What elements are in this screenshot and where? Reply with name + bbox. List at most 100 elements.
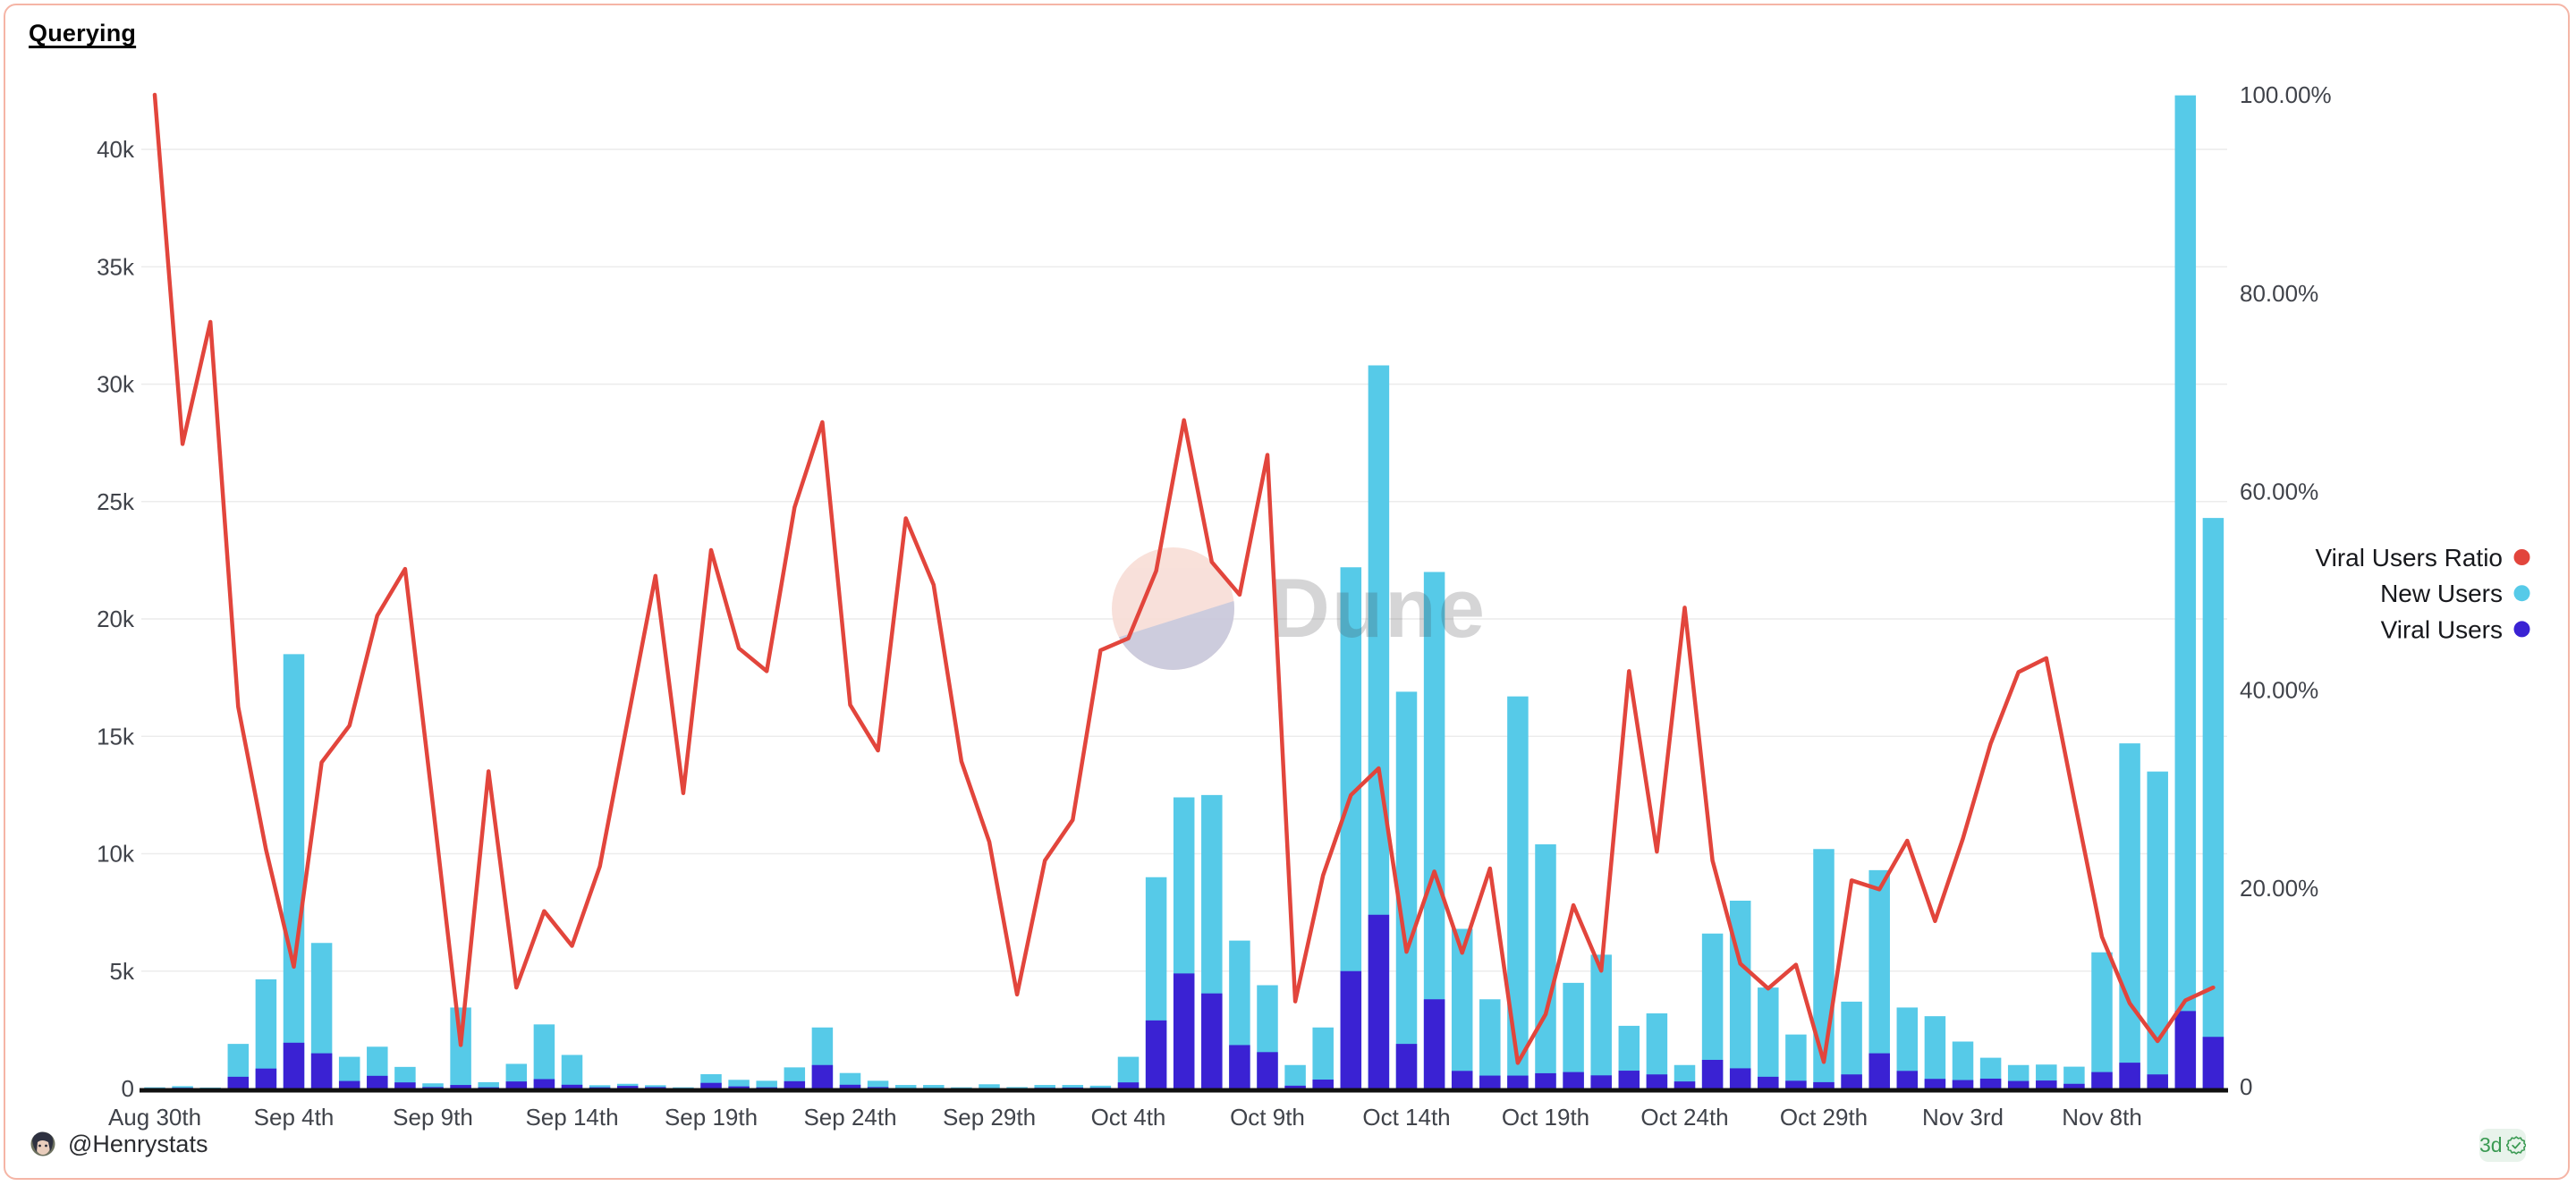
legend-dot[interactable] — [2513, 549, 2530, 565]
viral-users-bar[interactable] — [1785, 1080, 1807, 1089]
new-users-bar[interactable] — [589, 1085, 611, 1089]
new-users-bar[interactable] — [1312, 1027, 1334, 1089]
viral-users-bar[interactable] — [1618, 1071, 1640, 1089]
new-users-bar[interactable] — [1062, 1085, 1084, 1089]
new-users-bar[interactable] — [255, 978, 277, 1089]
new-users-bar[interactable] — [450, 1007, 471, 1089]
new-users-bar[interactable] — [422, 1083, 444, 1089]
viral-users-bar[interactable] — [255, 1068, 277, 1089]
viral-users-bar[interactable] — [839, 1084, 861, 1089]
new-users-bar[interactable] — [533, 1024, 555, 1089]
viral-users-bar[interactable] — [1590, 1075, 1612, 1089]
new-users-bar[interactable] — [673, 1087, 694, 1089]
new-users-bar[interactable] — [894, 1085, 917, 1089]
new-users-bar[interactable] — [756, 1080, 777, 1089]
viral-users-bar[interactable] — [1701, 1059, 1724, 1089]
viral-users-bar[interactable] — [1952, 1080, 1974, 1089]
new-users-bar[interactable] — [1006, 1087, 1028, 1089]
viral-users-bar[interactable] — [1173, 973, 1195, 1089]
new-users-bar[interactable] — [867, 1080, 889, 1089]
new-users-bar[interactable] — [1896, 1007, 1919, 1089]
viral-users-bar[interactable] — [2063, 1083, 2085, 1089]
viral-users-bar[interactable] — [1979, 1078, 2002, 1089]
viral-users-bar[interactable] — [561, 1084, 583, 1089]
viral-users-bar[interactable] — [394, 1082, 416, 1089]
viral-users-bar[interactable] — [1423, 999, 1445, 1089]
new-users-bar[interactable] — [1479, 999, 1501, 1089]
viral-users-bar[interactable] — [784, 1080, 806, 1089]
new-users-bar[interactable] — [338, 1056, 360, 1089]
legend-label-new-users[interactable]: New Users — [2380, 580, 2503, 607]
new-users-bar[interactable] — [1034, 1085, 1055, 1089]
viral-users-bar[interactable] — [1868, 1053, 1890, 1089]
chart-title[interactable]: Querying — [29, 20, 137, 47]
new-users-bar[interactable] — [1089, 1085, 1112, 1089]
new-users-bar[interactable] — [2063, 1066, 2085, 1089]
new-users-bar[interactable] — [951, 1087, 972, 1089]
viral-users-bar[interactable] — [728, 1086, 750, 1089]
viral-users-bar[interactable] — [1896, 1071, 1919, 1089]
new-users-bar[interactable] — [199, 1087, 221, 1089]
new-users-bar[interactable] — [2202, 518, 2224, 1089]
new-users-bar[interactable] — [478, 1081, 499, 1089]
viral-users-bar[interactable] — [1729, 1068, 1751, 1089]
new-users-bar[interactable] — [561, 1055, 583, 1089]
viral-users-bar[interactable] — [1646, 1074, 1668, 1089]
new-users-bar[interactable] — [172, 1086, 193, 1089]
viral-users-bar[interactable] — [1841, 1074, 1862, 1089]
viral-users-bar[interactable] — [616, 1086, 639, 1089]
viral-users-bar[interactable] — [422, 1087, 444, 1089]
new-users-bar[interactable] — [283, 654, 305, 1089]
new-users-bar[interactable] — [1395, 691, 1418, 1089]
viral-users-bar[interactable] — [1451, 1071, 1473, 1089]
new-users-bar[interactable] — [1368, 365, 1390, 1089]
viral-users-bar[interactable] — [1062, 1087, 1084, 1089]
legend-dot[interactable] — [2513, 621, 2530, 638]
legend-label-viral-users[interactable]: Viral Users — [2381, 615, 2503, 643]
viral-users-bar[interactable] — [1813, 1081, 1835, 1089]
viral-users-bar[interactable] — [1201, 993, 1223, 1089]
new-users-bar[interactable] — [2091, 952, 2113, 1089]
viral-users-bar[interactable] — [533, 1079, 555, 1089]
viral-users-bar[interactable] — [2007, 1080, 2029, 1089]
viral-users-bar[interactable] — [1535, 1072, 1556, 1089]
viral-users-bar[interactable] — [1395, 1044, 1418, 1089]
viral-users-bar[interactable] — [310, 1053, 333, 1089]
viral-users-bar[interactable] — [450, 1085, 471, 1089]
new-users-bar[interactable] — [2147, 771, 2168, 1089]
new-users-bar[interactable] — [1451, 928, 1473, 1089]
new-users-bar[interactable] — [1284, 1064, 1306, 1089]
new-users-bar[interactable] — [1868, 869, 1890, 1089]
viral-users-bar[interactable] — [1507, 1075, 1529, 1089]
viral-users-bar[interactable] — [1340, 970, 1362, 1089]
viral-users-bar[interactable] — [1229, 1045, 1250, 1089]
new-users-bar[interactable] — [1563, 982, 1584, 1089]
viral-users-bar[interactable] — [1758, 1076, 1779, 1089]
legend-label-viral-users-ratio[interactable]: Viral Users Ratio — [2315, 544, 2503, 572]
viral-users-bar[interactable] — [867, 1087, 889, 1089]
viral-users-bar[interactable] — [1284, 1085, 1306, 1089]
new-users-bar[interactable] — [728, 1080, 750, 1089]
viral-users-bar[interactable] — [1479, 1075, 1501, 1089]
new-users-bar[interactable] — [1952, 1041, 1974, 1089]
viral-users-bar[interactable] — [1117, 1082, 1140, 1089]
new-users-bar[interactable] — [1646, 1013, 1668, 1089]
viral-users-bar[interactable] — [227, 1076, 250, 1089]
viral-users-bar[interactable] — [367, 1075, 388, 1089]
viral-users-bar[interactable] — [2036, 1080, 2057, 1089]
new-users-bar[interactable] — [979, 1084, 1000, 1089]
viral-users-bar[interactable] — [1257, 1052, 1278, 1089]
viral-users-bar[interactable] — [1368, 914, 1390, 1089]
new-users-bar[interactable] — [310, 943, 333, 1089]
new-users-bar[interactable] — [1117, 1056, 1140, 1089]
viral-users-bar[interactable] — [756, 1087, 777, 1089]
viral-users-bar[interactable] — [2119, 1063, 2140, 1089]
new-users-bar[interactable] — [1590, 954, 1612, 1089]
viral-users-bar[interactable] — [505, 1081, 528, 1089]
viral-users-bar[interactable] — [1924, 1079, 1946, 1089]
viral-users-bar[interactable] — [1312, 1080, 1334, 1089]
viral-users-bar[interactable] — [1674, 1081, 1696, 1089]
viral-users-bar[interactable] — [700, 1082, 722, 1089]
freshness-badge[interactable]: 3d — [2479, 1129, 2526, 1162]
